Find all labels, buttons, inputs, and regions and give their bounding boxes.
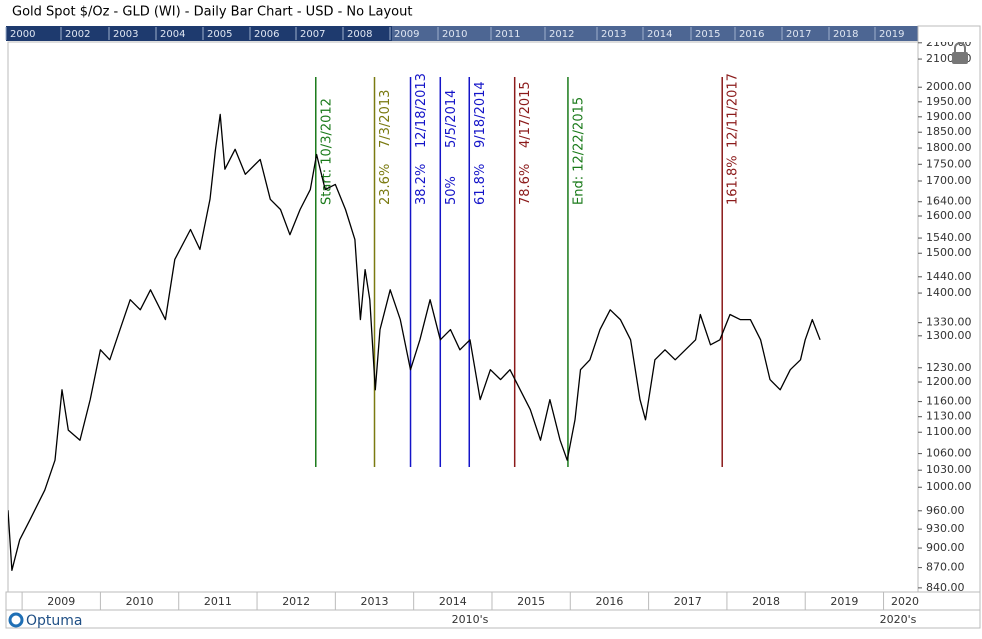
y-tick-label: 1330.00 — [926, 316, 972, 329]
y-tick-label: 1850.00 — [926, 125, 972, 138]
x-tick-label: 2019 — [830, 595, 858, 608]
y-tick-label: 1100.00 — [926, 425, 972, 438]
x-tick-label: 2010 — [126, 595, 154, 608]
y-tick-label: 900.00 — [926, 541, 965, 554]
y-tick-label: 1000.00 — [926, 480, 972, 493]
y-tick-label: 1800.00 — [926, 141, 972, 154]
marker-label: 161.8% — [726, 155, 741, 205]
overview-year: 2008 — [347, 29, 372, 40]
marker-label: End: 12/22/2015 — [571, 97, 586, 205]
y-tick-label: 1400.00 — [926, 286, 972, 299]
y-tick-label: 1600.00 — [926, 209, 972, 222]
overview-year: 2004 — [160, 29, 185, 40]
marker-label: 61.8% — [473, 164, 488, 205]
x-tick-label: 2018 — [752, 595, 780, 608]
y-tick-label: 1300.00 — [926, 329, 972, 342]
price-line — [8, 113, 821, 571]
lock-icon[interactable] — [952, 42, 968, 64]
y-tick-label: 1700.00 — [926, 174, 972, 187]
marker-label: 5/5/2014 — [444, 90, 459, 148]
overview-year: 2012 — [549, 29, 574, 40]
overview-year: 2000 — [10, 29, 35, 40]
marker-label: 9/18/2014 — [473, 81, 488, 148]
y-tick-label: 1440.00 — [926, 270, 972, 283]
overview-year: 2010 — [442, 29, 467, 40]
plot-area — [7, 41, 919, 593]
overview-year: 2013 — [601, 29, 626, 40]
logo-text: Optuma — [26, 613, 83, 629]
decade-label: 2020's — [880, 613, 917, 626]
overview-year: 2017 — [786, 29, 811, 40]
x-axis-decades — [5, 609, 981, 629]
x-tick-label: 2012 — [282, 595, 310, 608]
x-tick-label: 2015 — [517, 595, 545, 608]
overview-year: 2005 — [207, 29, 232, 40]
overview-year: 2002 — [65, 29, 90, 40]
x-tick-label: 2014 — [439, 595, 467, 608]
overview-year: 2015 — [695, 29, 720, 40]
marker-label: 38.2% — [414, 164, 429, 205]
overview-year: 2014 — [647, 29, 672, 40]
marker-label: 23.6% — [378, 164, 393, 205]
y-tick-label: 1640.00 — [926, 195, 972, 208]
overview-year: 2007 — [300, 29, 325, 40]
marker-label: 78.6% — [518, 164, 533, 205]
y-tick-label: 1160.00 — [926, 395, 972, 408]
y-tick-label: 840.00 — [926, 581, 965, 594]
y-tick-label: 1540.00 — [926, 231, 972, 244]
overview-year: 2009 — [394, 29, 419, 40]
y-tick-label: 1130.00 — [926, 410, 972, 423]
marker-label: 7/3/2013 — [378, 90, 393, 148]
marker-label: 4/17/2015 — [518, 81, 533, 148]
y-tick-label: 1060.00 — [926, 447, 972, 460]
x-tick-label: 2020 — [891, 595, 919, 608]
marker-label: 50% — [444, 176, 459, 205]
logo: Optuma — [8, 612, 83, 629]
y-tick-label: 930.00 — [926, 522, 965, 535]
chart-title: Gold Spot $/Oz - GLD (WI) - Daily Bar Ch… — [12, 5, 412, 20]
x-tick-label: 2009 — [47, 595, 75, 608]
x-tick-label: 2013 — [361, 595, 389, 608]
x-tick-label: 2017 — [674, 595, 702, 608]
y-tick-label: 1500.00 — [926, 246, 972, 259]
y-tick-label: 960.00 — [926, 504, 965, 517]
y-tick-label: 870.00 — [926, 561, 965, 574]
y-tick-label: 1750.00 — [926, 157, 972, 170]
y-tick-label: 1230.00 — [926, 361, 972, 374]
y-tick-label: 2000.00 — [926, 80, 972, 93]
overview-year: 2011 — [495, 29, 520, 40]
overview-year: 2016 — [739, 29, 764, 40]
overview-year: 2003 — [113, 29, 138, 40]
marker-label: 12/11/2017 — [726, 73, 741, 148]
overview-year: 2019 — [879, 29, 904, 40]
overview-window — [392, 26, 918, 41]
y-tick-label: 2160.00 — [926, 36, 972, 49]
x-tick-label: 2016 — [595, 595, 623, 608]
overview-year: 2018 — [833, 29, 858, 40]
decade-label: 2010's — [452, 613, 489, 626]
overview-year: 2006 — [254, 29, 279, 40]
y-axis — [917, 25, 981, 593]
x-tick-label: 2011 — [204, 595, 232, 608]
y-tick-label: 1030.00 — [926, 463, 972, 476]
marker-label: 12/18/2013 — [414, 73, 429, 148]
y-tick-label: 1950.00 — [926, 95, 972, 108]
y-tick-label: 1200.00 — [926, 375, 972, 388]
y-tick-label: 1900.00 — [926, 110, 972, 123]
